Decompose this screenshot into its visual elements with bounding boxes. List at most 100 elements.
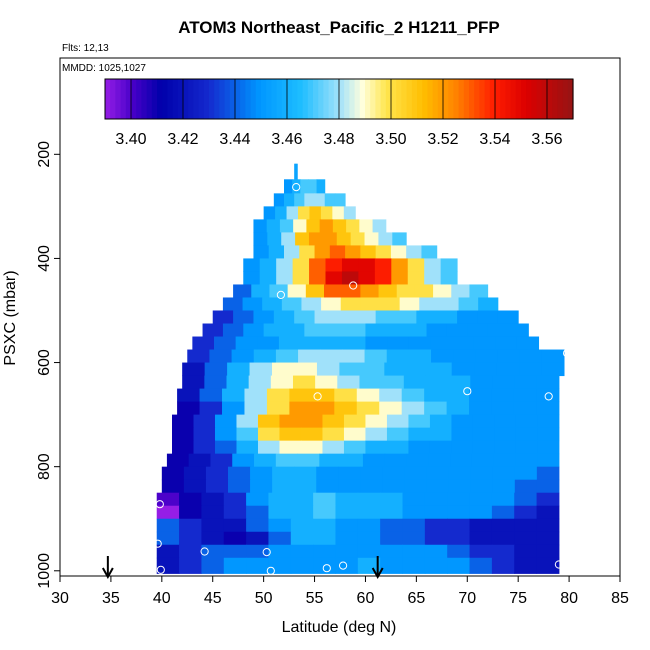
heatmap-cell [222,401,245,416]
heatmap-cell [515,414,538,429]
x-tick-label: 65 [407,590,425,607]
colorbar-cell [521,79,527,119]
heatmap-cell [478,297,499,311]
colorbar-cell [177,79,184,119]
x-tick-label: 40 [153,590,171,607]
heatmap-cell [519,349,543,364]
x-axis-label: Latitude (deg N) [282,619,397,636]
heatmap-cell [446,323,468,338]
heatmap-cell [472,427,495,442]
heatmap-cell [233,284,252,298]
heatmap-cell [199,401,223,416]
heatmap-cell [320,349,343,364]
heatmap-cell [292,375,316,390]
heatmap-cell [408,336,431,351]
heatmap-cell [536,479,560,494]
heatmap-cell [268,245,285,259]
colorbar-cell [489,79,496,119]
colorbar-cell [235,79,241,119]
colorbar-cell [167,79,174,119]
heatmap-cell [201,544,225,559]
heatmap-cell [199,388,223,403]
heatmap-cell [429,362,453,377]
x-tick-label: 85 [611,590,629,607]
heatmap-cell [227,362,251,377]
colorbar-cell [250,79,257,119]
heatmap-cell [360,466,383,481]
heatmap-cell [290,531,314,546]
heatmap-cell [236,414,259,429]
heatmap-cell [311,388,335,403]
heatmap-cell [541,362,565,377]
heatmap-cell [179,518,202,533]
heatmap-cell [177,388,201,403]
heatmap-cell [379,401,403,416]
heatmap-cell [430,336,453,351]
heatmap-cell [402,531,426,546]
heatmap-cell [248,375,272,390]
colorbar-cell [266,79,272,119]
heatmap-cell [262,297,283,311]
heatmap-cell [177,401,201,416]
heatmap-cell [236,440,259,455]
colorbar-cell [157,79,163,119]
heatmap-cell [289,401,313,416]
heatmap-cell [386,414,409,429]
heatmap-cell [380,518,403,533]
heatmap-cell [295,163,298,180]
heatmap-cell [451,362,475,377]
heatmap-cell [516,336,540,351]
colorbar-tick-label: 3.56 [531,131,562,148]
heatmap-cell [214,336,237,351]
sample-marker [563,349,572,358]
heatmap-cell [541,349,565,364]
heatmap-cell [492,375,516,390]
heatmap-cell [424,531,448,546]
heatmap-cell [362,453,386,468]
heatmap-cell [447,531,471,546]
heatmap-cell [179,505,202,520]
colorbar-cell [219,79,226,119]
heatmap-cell [375,310,397,325]
heatmap-cell [329,245,346,259]
heatmap-cell [424,271,442,285]
heatmap-cell [223,557,247,574]
heatmap-cell [324,284,343,298]
colorbar-cell [557,79,564,119]
colorbar-tick-label: 3.42 [167,131,198,148]
sample-marker [322,564,331,573]
colorbar-cell [302,79,309,119]
heatmap-cell [408,440,431,455]
colorbar-cell [193,79,200,119]
heatmap-cell [251,284,270,298]
heatmap-cell [201,531,225,546]
heatmap-cell [385,323,407,338]
heatmap-cell [316,466,339,481]
heatmap-cell [257,440,280,455]
heatmap-cell [536,531,560,546]
heatmap-cell [290,557,314,574]
heatmap-cell [338,466,361,481]
heatmap-cell [343,206,356,220]
heatmap-cell [390,245,407,259]
heatmap-cell [243,271,261,285]
heatmap-cell [514,505,538,520]
heatmap-cell [469,284,489,298]
heatmap-cell [355,310,377,325]
heatmap-cell [284,245,300,259]
heatmap-cell [253,245,270,259]
heatmap-cell [179,492,202,507]
heatmap-cell [335,531,359,546]
heatmap-cell [266,388,290,403]
heatmap-cell [458,297,479,311]
colorbar-tick-label: 3.40 [115,131,146,148]
colorbar-cell [172,79,179,119]
colorbar-cell [131,79,137,119]
heatmap-cell [266,219,281,233]
heatmap-cell [268,531,292,546]
heatmap-cell [270,375,294,390]
heatmap-cell [324,193,336,207]
heatmap-cell [161,466,185,481]
heatmap-cell [336,232,352,246]
heatmap-cell [359,219,374,233]
